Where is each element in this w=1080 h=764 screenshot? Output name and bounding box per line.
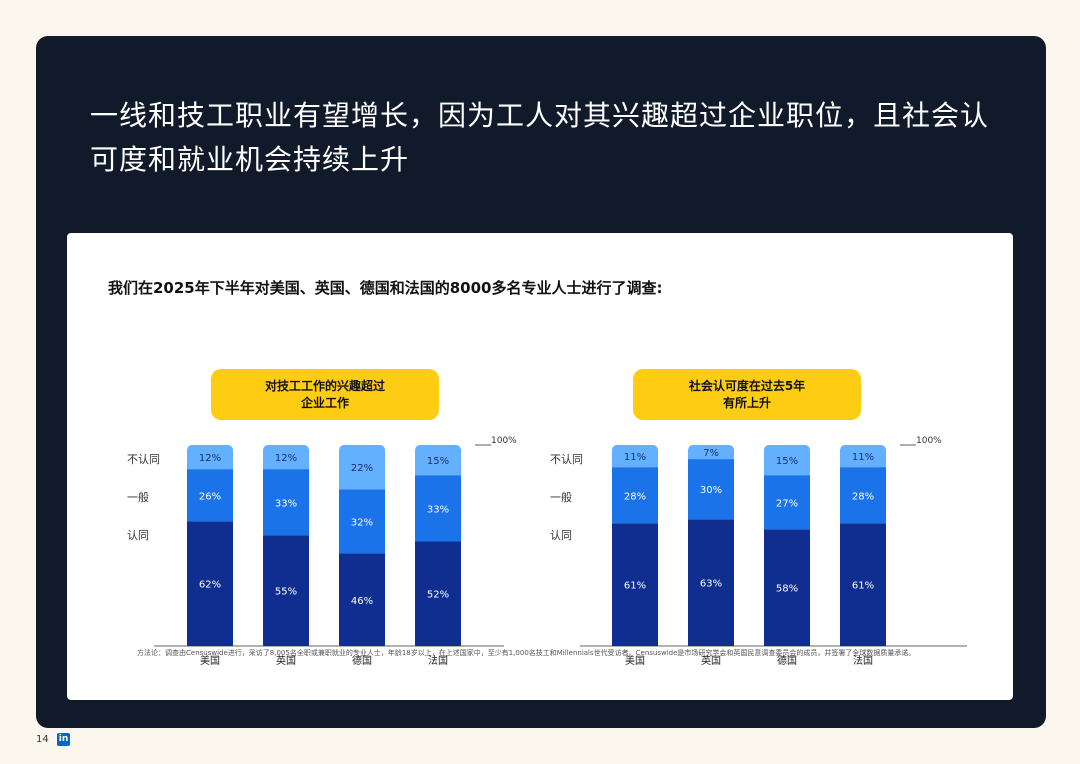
data-label: 27% [776,498,798,509]
data-label: 32% [351,517,373,528]
bar-segment-fill [263,457,309,470]
bar-segment [612,467,658,524]
bar-segment-fill [840,456,886,468]
data-label: 11% [624,452,646,463]
data-label: 12% [199,453,221,464]
category-label: 英国 [276,654,296,667]
category-label: 法国 [428,654,448,667]
bar-segment [415,541,461,646]
data-label: 58% [776,584,798,595]
linkedin-logo-icon: in [57,733,70,746]
legend-label: 认同 [550,529,572,542]
data-label: 33% [275,498,297,509]
category-label: 美国 [200,654,220,667]
data-label: 22% [351,463,373,474]
bar-segment [688,519,734,646]
bar-segment [612,523,658,646]
bar-segment [764,529,810,646]
legend-label: 一般 [127,491,149,504]
data-label: 12% [275,453,297,464]
data-label: 7% [703,448,719,459]
data-label: 11% [852,452,874,463]
bar-segment [840,523,886,646]
chart-title-line: 有所上升 [723,395,771,410]
category-label: 法国 [853,654,873,667]
chart-title-badge [211,369,439,420]
data-label: 62% [199,580,221,591]
data-label: 52% [427,590,449,601]
data-label: 26% [199,491,221,502]
data-label: 30% [700,485,722,496]
data-label: 55% [275,587,297,598]
bar-segment [415,475,461,542]
data-label: 28% [624,491,646,502]
chart-title-badge [633,369,861,420]
category-label: 德国 [352,654,372,667]
bar-segment [339,489,385,554]
data-label: 15% [776,456,798,467]
category-label: 英国 [701,654,721,667]
legend-label: 不认同 [127,453,160,466]
category-label: 美国 [625,654,645,667]
category-label: 德国 [777,654,797,667]
data-label: 28% [852,491,874,502]
data-label: 63% [700,579,722,590]
bar-segment [764,475,810,530]
bar-segment-fill [612,456,658,468]
chart-card: 我们在2025年下半年对美国、英国、德国和法国的8000多名专业人士进行了调查:… [67,233,1013,700]
data-label: 61% [852,581,874,592]
page-number: 14 [36,734,49,745]
max-label: 100% [491,436,517,446]
legend-label: 不认同 [550,453,583,466]
data-label: 15% [427,456,449,467]
bar-segment [840,467,886,524]
bar-segment-fill [339,467,385,490]
chart-title-line: 企业工作 [300,395,349,410]
bar-segment-fill [688,452,734,460]
bar-segment [263,469,309,536]
data-label: 61% [624,581,646,592]
legend-label: 认同 [127,529,149,542]
max-label: 100% [916,436,942,446]
chart-title-line: 社会认可度在过去5年 [688,378,805,393]
data-label: 33% [427,504,449,515]
data-label: 46% [351,596,373,607]
chart-title-line: 对技工工作的兴趣超过 [265,378,385,393]
slide-headline: 一线和技工职业有望增长，因为工人对其兴趣超过企业职位，且社会认可度和就业机会持续… [90,99,990,176]
bar-segment [688,459,734,520]
slide-panel: 一线和技工职业有望增长，因为工人对其兴趣超过企业职位，且社会认可度和就业机会持续… [36,36,1046,728]
legend-label: 一般 [550,491,572,504]
bar-segment [187,521,233,646]
survey-subtitle: 我们在2025年下半年对美国、英国、德国和法国的8000多名专业人士进行了调查: [108,279,663,297]
bar-segment-fill [187,457,233,470]
bar-segment [187,469,233,522]
bar-segment-fill [764,460,810,476]
bar-segment [339,553,385,646]
bar-segment-fill [415,460,461,476]
methodology-footnote: 方法论：调查由Censuswide进行，采访了8,005名全职或兼职就业的专业人… [137,649,916,657]
bar-segment [263,535,309,646]
